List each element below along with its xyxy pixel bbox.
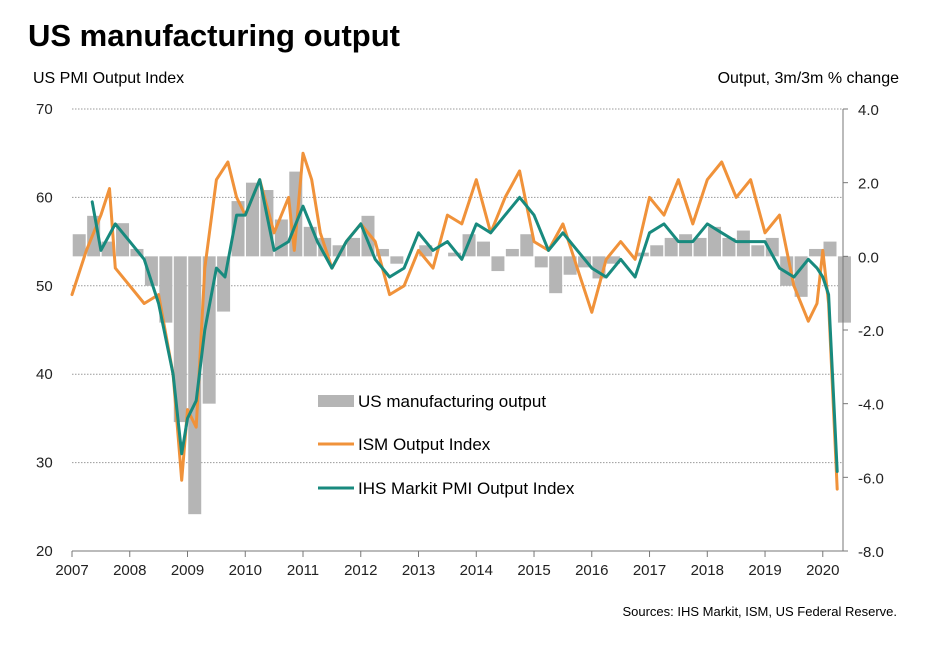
x-tick-label: 2009	[171, 562, 204, 579]
bar	[549, 256, 563, 294]
legend: US manufacturing output ISM Output Index I…	[318, 392, 575, 498]
bar	[505, 248, 519, 257]
left-tick-label: 70	[36, 101, 53, 118]
right-tick-label: 0.0	[858, 249, 879, 266]
bar	[664, 237, 678, 257]
gridlines	[72, 108, 843, 464]
bar	[578, 256, 592, 268]
x-tick-label: 2010	[229, 562, 262, 579]
bar	[491, 256, 505, 272]
bar	[116, 223, 130, 257]
bar	[245, 182, 259, 257]
bar	[144, 256, 158, 286]
x-tick-label: 2018	[691, 562, 724, 579]
left-tick-label: 50	[36, 278, 53, 295]
x-tick-label: 2020	[806, 562, 839, 579]
bar	[72, 234, 86, 257]
bar	[476, 241, 490, 257]
ihs-line	[90, 178, 839, 473]
bar	[837, 256, 851, 323]
x-tick-label: 2008	[113, 562, 146, 579]
right-tick-label: 2.0	[858, 176, 879, 193]
bar	[679, 234, 693, 257]
x-tick-label: 2013	[402, 562, 435, 579]
line-series	[70, 151, 839, 491]
axes: 20 30 40 50 60 70 -8.0 -6.0 -4.0 -2.0 0.0 2.0 4.0 200…	[36, 101, 884, 579]
bar	[809, 248, 823, 257]
x-tick-label: 2014	[460, 562, 493, 579]
left-tick-label: 20	[36, 543, 53, 560]
bar	[173, 256, 187, 423]
bar	[534, 256, 548, 268]
bar	[159, 256, 173, 323]
chart-title: US manufacturing output	[28, 18, 400, 53]
bar	[520, 234, 534, 257]
bar	[563, 256, 577, 275]
bar	[606, 256, 620, 264]
bar	[347, 237, 361, 257]
right-axis-title: Output, 3m/3m % change	[717, 70, 899, 87]
left-tick-label: 60	[36, 189, 53, 206]
bar	[823, 241, 837, 257]
right-tick-label: -6.0	[858, 470, 884, 487]
left-axis-title: US PMI Output Index	[33, 70, 185, 87]
left-tick-label: 40	[36, 366, 53, 383]
x-tick-label: 2019	[748, 562, 781, 579]
bar	[736, 230, 750, 257]
bar	[650, 245, 664, 257]
x-tick-label: 2012	[344, 562, 377, 579]
bar	[390, 256, 404, 264]
right-tick-label: -8.0	[858, 544, 884, 561]
bar	[722, 237, 736, 257]
bar	[188, 256, 202, 515]
x-tick-label: 2011	[287, 562, 319, 579]
bar	[751, 245, 765, 257]
bar	[375, 248, 389, 257]
bar	[708, 226, 721, 257]
x-tick-label: 2017	[633, 562, 666, 579]
x-tick-label: 2016	[575, 562, 608, 579]
right-tick-label: 4.0	[858, 102, 879, 119]
x-tick-label: 2015	[517, 562, 550, 579]
legend-label: US manufacturing output	[358, 392, 546, 411]
source-note: Sources: IHS Markit, ISM, US Federal Res…	[622, 604, 897, 619]
bar	[419, 245, 433, 257]
right-tick-label: -4.0	[858, 397, 884, 414]
bar	[332, 245, 346, 257]
legend-label: IHS Markit PMI Output Index	[358, 479, 575, 498]
left-tick-label: 30	[36, 455, 53, 472]
bar	[448, 252, 462, 257]
x-tick-label: 2007	[55, 562, 88, 579]
right-tick-label: -2.0	[858, 323, 884, 340]
legend-label: ISM Output Index	[358, 435, 491, 454]
bar	[693, 237, 707, 257]
legend-swatch-bar	[318, 395, 354, 407]
